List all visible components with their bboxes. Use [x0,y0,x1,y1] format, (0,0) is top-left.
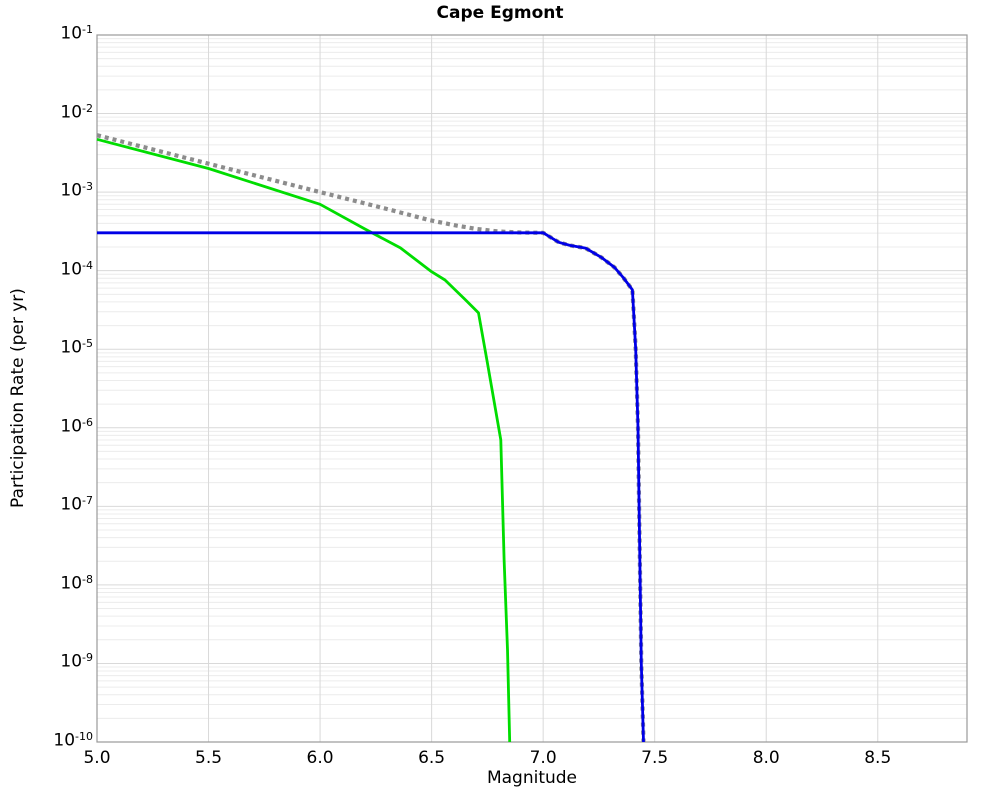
y-axis-label: Participation Rate (per yr) [8,288,28,508]
x-tick-label-8.0: 8.0 [752,748,780,768]
y-tick-label-1e-9: 10-9 [60,651,93,673]
y-tick-label-1e-8: 10-8 [60,572,93,594]
y-tick-label-1e-10: 10-10 [53,730,93,751]
x-tick-label-8.5: 8.5 [864,748,892,768]
series-green-solid-line [96,137,512,743]
x-tick-label-7.5: 7.5 [641,748,669,768]
y-tick-label-1e-6: 10-6 [60,415,93,437]
x-tick-label-6.0: 6.0 [306,748,334,768]
y-tick-label-1e-5: 10-5 [60,337,93,358]
y-tick-label-1e-2: 10-2 [60,101,93,123]
y-tick-label-1e-7: 10-7 [60,494,93,515]
x-tick-label-6.5: 6.5 [418,748,446,768]
y-tick-label-1e-4: 10-4 [60,258,93,280]
series-blue-solid-line [97,231,645,743]
x-tick-label-7.0: 7.0 [529,748,557,768]
x-tick-label-5.0: 5.0 [83,748,111,768]
x-tick-label-5.5: 5.5 [195,748,223,768]
plot-border [96,34,968,743]
y-tick-label-1e-3: 10-3 [60,180,93,201]
x-axis-label: Magnitude [486,768,578,788]
series-gray-dotted-line [96,133,646,743]
chart-title: Cape Egmont [436,3,564,23]
y-tick-label-1e-1: 10-1 [60,23,93,44]
